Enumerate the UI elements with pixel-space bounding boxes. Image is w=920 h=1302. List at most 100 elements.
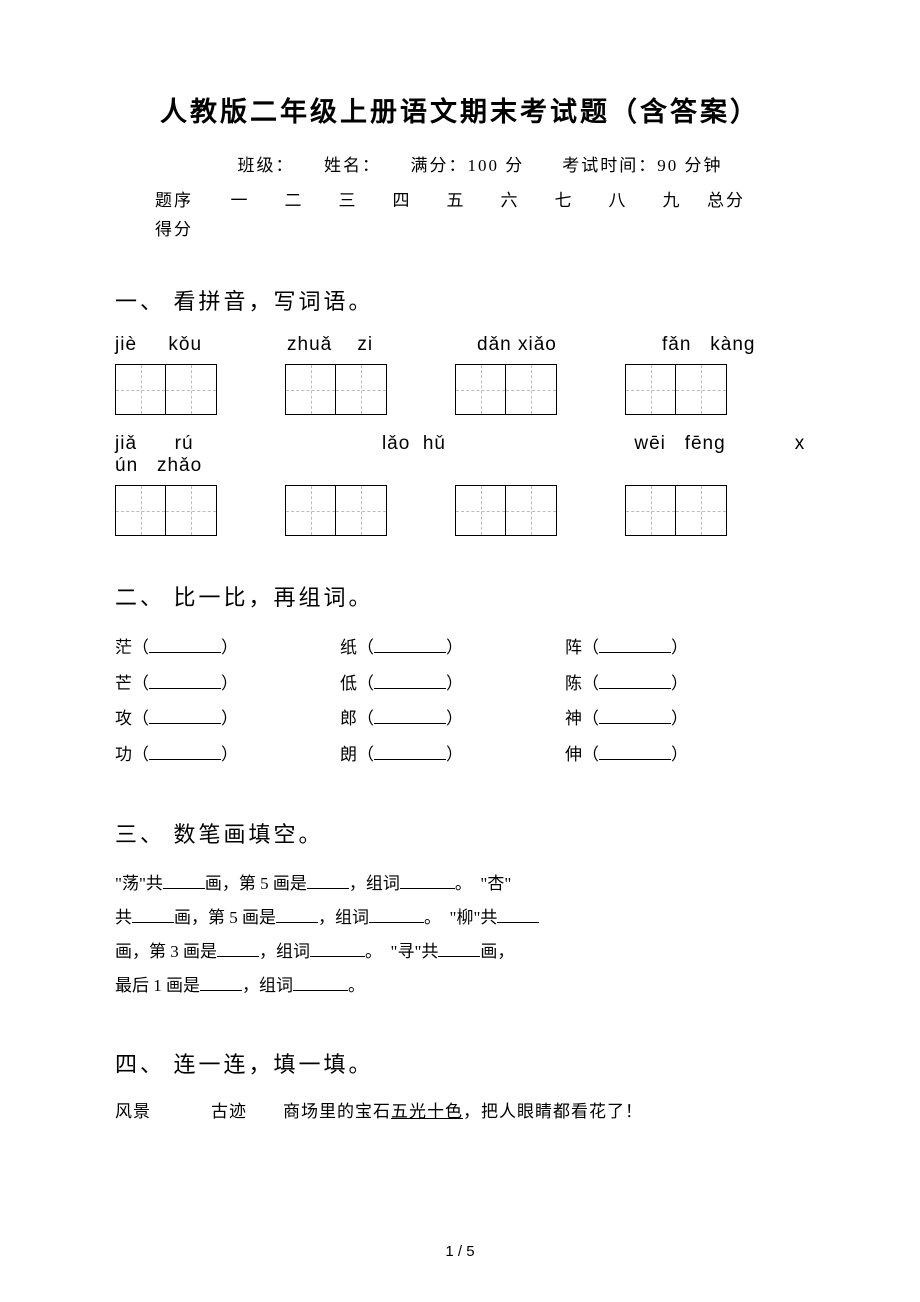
pinyin-2: zhuǎ zi [287,334,477,356]
underlined-phrase: 五光十色 [391,1102,463,1121]
compare-cell: 功（） [115,737,340,773]
tian-pair [115,485,217,536]
blank [200,973,242,991]
compare-cell: 伸（） [565,737,790,773]
col-9: 九 [651,186,693,211]
compare-cell: 芒（） [115,666,340,702]
tian-pair [625,364,727,415]
t: ，组词 [349,874,400,893]
col-4: 四 [381,186,423,211]
pinyin-row-2b: ún zhǎo [115,455,805,477]
blank [132,905,174,923]
t: 。 "杏" [455,874,511,893]
blank [217,939,259,957]
blank [163,871,205,889]
char: 伸 [565,737,582,773]
compare-row: 芒（） 低（） 陈（） [115,666,805,702]
blank [149,742,221,760]
col-7: 七 [543,186,585,211]
t: ，组词 [242,976,293,995]
pinyin-1: jiè kǒu [115,334,287,356]
t: 。 "寻"共 [365,942,438,961]
blank [497,905,539,923]
score-table-header: 题序 一 二 三 四 五 六 七 八 九 总分 [115,186,805,211]
compare-container: 茫（） 纸（） 阵（） 芒（） 低（） 陈（） 攻（） 郎（） 神（） 功（） … [115,630,805,773]
t: 最后 1 画是 [115,976,200,995]
t: ，组词 [318,908,369,927]
pinyin-3: dǎn xiǎo [477,334,662,356]
char: 芒 [115,666,132,702]
blank [599,671,671,689]
col-3: 三 [327,186,369,211]
blank [374,706,446,724]
blank [149,671,221,689]
sentence-end: ，把人眼睛都看花了！ [463,1102,643,1121]
tian-boxes-row-1 [115,364,805,415]
char: 郎 [340,701,357,737]
col-6: 六 [489,186,531,211]
tian-pair [285,364,387,415]
compare-row: 功（） 朗（） 伸（） [115,737,805,773]
page-title: 人教版二年级上册语文期末考试题（含答案） [115,90,805,129]
col-8: 八 [597,186,639,211]
section-3-heading: 三、 数笔画填空。 [115,817,805,849]
pinyin-row-1: jiè kǒu zhuǎ zi dǎn xiǎo fǎn kàng [115,334,805,356]
compare-row: 茫（） 纸（） 阵（） [115,630,805,666]
stroke-paragraph: "荡"共画，第 5 画是，组词。 "杏" 共画，第 5 画是，组词。 "柳"共 … [115,867,575,1003]
blank [149,706,221,724]
row-label: 得分 [155,215,207,240]
sentence-start: 商场里的宝石 [283,1102,391,1121]
blank [149,635,221,653]
blank [307,871,349,889]
compare-row: 攻（） 郎（） 神（） [115,701,805,737]
col-5: 五 [435,186,477,211]
t: 共 [115,908,132,927]
compare-cell: 神（） [565,701,790,737]
compare-cell: 陈（） [565,666,790,702]
blank [374,671,446,689]
exam-info-line: 班级： 姓名： 满分：100 分 考试时间：90 分钟 [115,151,805,176]
compare-cell: 攻（） [115,701,340,737]
tian-pair [455,485,557,536]
t: 画，第 5 画是 [174,908,276,927]
char: 阵 [565,630,582,666]
blank [599,706,671,724]
compare-cell: 郎（） [340,701,565,737]
char: 功 [115,737,132,773]
page-number: 1 / 5 [0,1243,920,1260]
blank [293,973,348,991]
t: 画，第 3 画是 [115,942,217,961]
col-total: 总分 [705,186,747,211]
tian-pair [455,364,557,415]
blank [374,742,446,760]
tian-pair [285,485,387,536]
section-1-heading: 一、 看拼音，写词语。 [115,284,805,316]
tian-boxes-row-2 [115,485,805,536]
section-4-line: 风景古迹 商场里的宝石五光十色，把人眼睛都看花了！ [115,1097,805,1122]
col-1: 一 [219,186,261,211]
word: 古迹 [211,1102,247,1121]
compare-cell: 低（） [340,666,565,702]
char: 陈 [565,666,582,702]
t: 画，第 5 画是 [205,874,307,893]
pinyin-row-2a: jiǎ rú lǎo hǔ wēi fēng x [115,433,805,455]
blank [310,939,365,957]
blank [400,871,455,889]
t: 。 "柳"共 [424,908,497,927]
char: 低 [340,666,357,702]
col-2: 二 [273,186,315,211]
char: 茫 [115,630,132,666]
section-2-heading: 二、 比一比，再组词。 [115,580,805,612]
tian-pair [625,485,727,536]
pinyin-line: jiǎ rú lǎo hǔ wēi fēng x [115,433,805,455]
char: 朗 [340,737,357,773]
compare-cell: 阵（） [565,630,790,666]
score-table-scores: 得分 [115,215,805,240]
char: 神 [565,701,582,737]
tian-pair [115,364,217,415]
t: "荡"共 [115,874,163,893]
row-label: 题序 [155,186,207,211]
compare-cell: 朗（） [340,737,565,773]
pinyin-line: ún zhǎo [115,455,202,477]
pinyin-4: fǎn kàng [662,334,755,356]
